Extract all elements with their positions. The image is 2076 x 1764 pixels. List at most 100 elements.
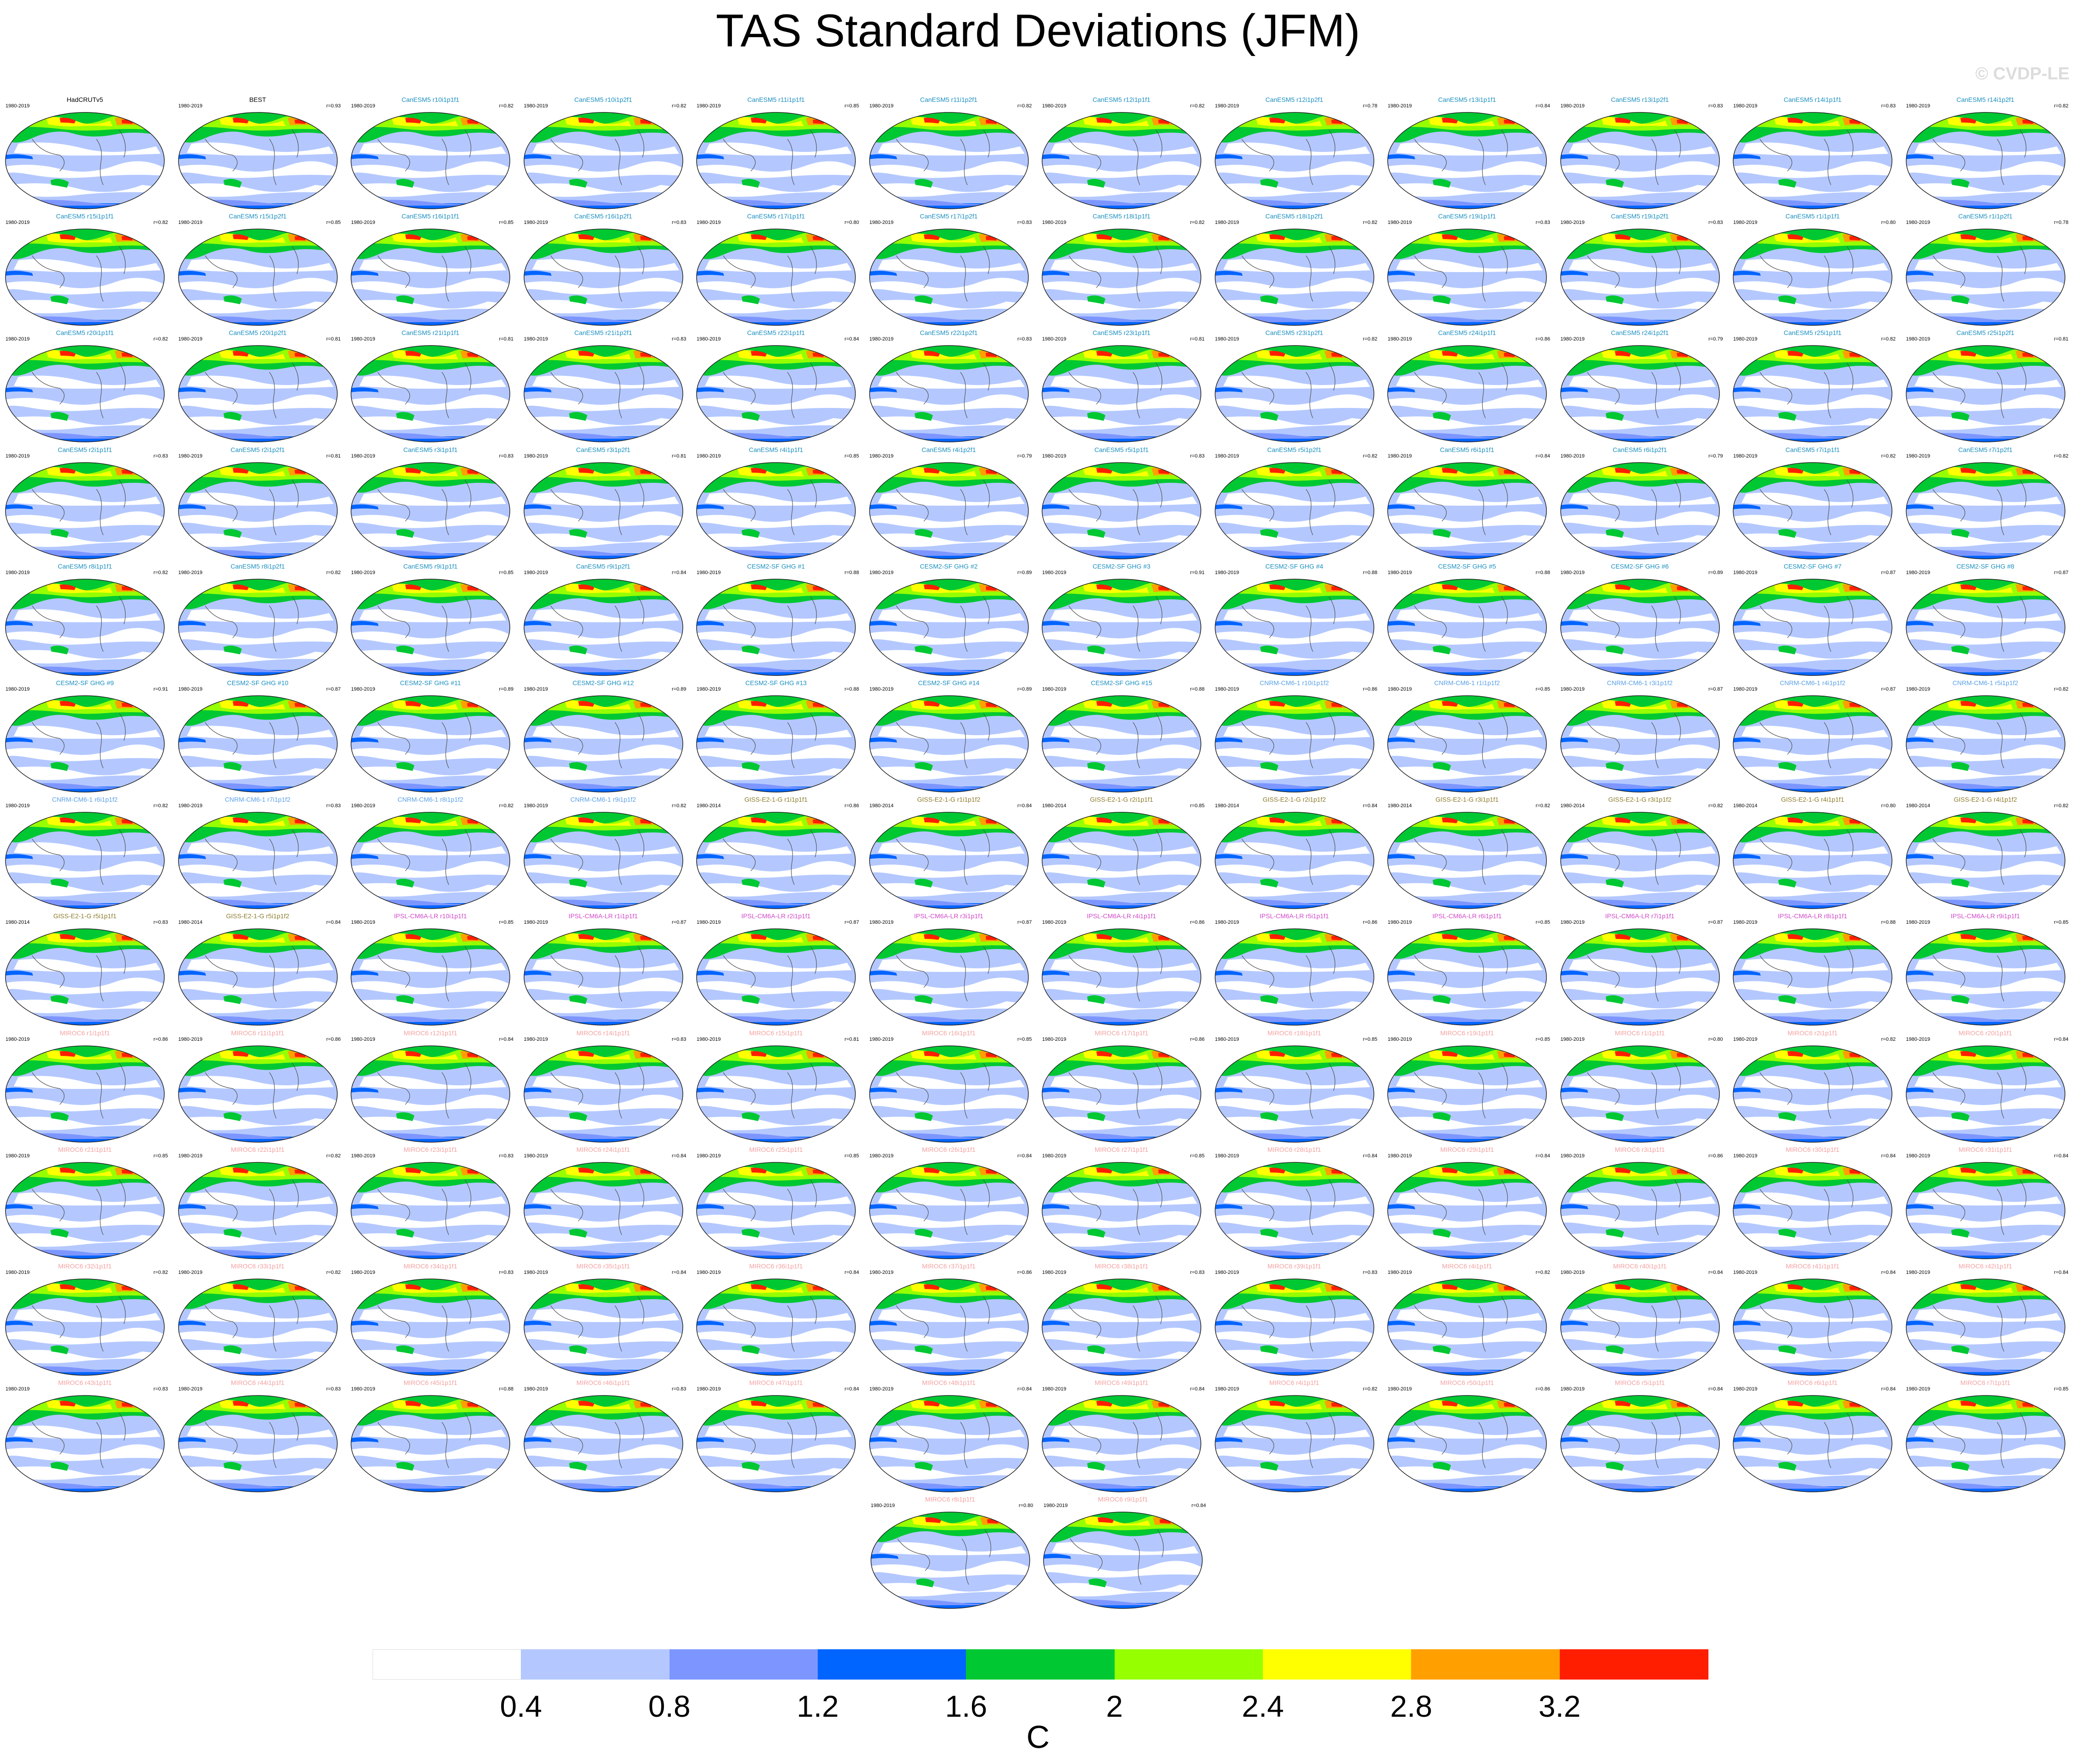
global-map-image [869, 1162, 1029, 1259]
panel-correlation: r=0.82 [326, 569, 341, 575]
map-panel: CESM2-SF GHG #1 1980-2019 r=0.88 [691, 556, 861, 682]
map-panel: IPSL-CM6A-LR r3i1p1f1 1980-2019 r=0.87 [864, 906, 1034, 1032]
panel-correlation: r=0.87 [326, 687, 341, 692]
panel-title: MIROC6 r5i1p1f1 [1615, 1379, 1665, 1387]
panel-correlation: r=0.82 [2054, 687, 2069, 692]
global-map-image [869, 1395, 1029, 1492]
panel-title: CESM2-SF GHG #9 [56, 679, 114, 687]
panel-period: 1980-2019 [1906, 220, 1931, 226]
panel-period: 1980-2019 [697, 220, 721, 226]
map-panel: MIROC6 r23i1p1f1 1980-2019 r=0.83 [346, 1139, 515, 1266]
panel-correlation: r=0.80 [1881, 220, 1896, 226]
colorbar-tick-label: 2.8 [1390, 1689, 1433, 1723]
panel-period: 1980-2019 [1560, 1270, 1585, 1275]
panel-period: 1980-2019 [524, 803, 548, 809]
map-panel: MIROC6 r4i1p1f1 1980-2019 r=0.82 [1382, 1256, 1552, 1382]
panel-period: 1980-2019 [697, 569, 721, 575]
panel-title: IPSL-CM6A-LR r10i1p1f1 [394, 912, 467, 920]
map-panel: MIROC6 r38i1p1f1 1980-2019 r=0.83 [1037, 1256, 1206, 1382]
global-map-image [1214, 345, 1374, 443]
global-map-image [1042, 112, 1201, 209]
map-panel: MIROC6 r33i1p1f1 1980-2019 r=0.82 [173, 1256, 343, 1382]
map-panel: MIROC6 r6i1p1f1 1980-2019 r=0.84 [1728, 1373, 1897, 1499]
panel-correlation: r=0.86 [326, 1036, 341, 1042]
global-map-image [696, 812, 856, 909]
map-panel: CanESM5 r17i1p1f1 1980-2019 r=0.80 [691, 206, 861, 332]
panel-title: CanESM5 r11i1p2f1 [920, 96, 978, 103]
map-panel: MIROC6 r15i1p1f1 1980-2019 r=0.81 [691, 1023, 861, 1149]
global-map-image [1560, 345, 1720, 443]
panel-period: 1980-2019 [1560, 336, 1585, 342]
global-map-image [1905, 579, 2065, 676]
panel-title: MIROC6 r32i1p1f1 [58, 1262, 112, 1270]
panel-correlation: r=0.84 [844, 1386, 859, 1392]
panel-title: CNRM-CM6-1 r6i1p1f2 [52, 796, 118, 804]
map-panel: MIROC6 r37i1p1f1 1980-2019 r=0.86 [864, 1256, 1034, 1382]
map-panel: MIROC6 r25i1p1f1 1980-2019 r=0.85 [691, 1139, 861, 1266]
map-panel: CESM2-SF GHG #10 1980-2019 r=0.87 [173, 673, 343, 799]
map-panel: MIROC6 r36i1p1f1 1980-2019 r=0.84 [691, 1256, 861, 1382]
panel-period: 1980-2019 [6, 803, 30, 809]
map-panel: CanESM5 r24i1p1f1 1980-2019 r=0.86 [1382, 323, 1552, 449]
map-panel: MIROC6 r11i1p1f1 1980-2019 r=0.86 [173, 1023, 343, 1149]
panel-correlation: r=0.82 [499, 103, 514, 109]
map-panel: CanESM5 r1i1p2f1 1980-2019 r=0.78 [1901, 206, 2070, 332]
panel-title: MIROC6 r1i1p1f1 [60, 1029, 110, 1037]
global-map-image [523, 112, 683, 209]
panel-title: MIROC6 r40i1p1f1 [1613, 1262, 1667, 1270]
panel-title: CESM2-SF GHG #15 [1091, 679, 1152, 687]
global-map-image [1387, 462, 1547, 559]
panel-title: MIROC6 r30i1p1f1 [1786, 1145, 1840, 1153]
global-map-image [178, 1162, 338, 1259]
map-panel: CanESM5 r8i1p1f1 1980-2019 r=0.82 [0, 556, 170, 682]
panel-period: 1980-2014 [697, 803, 721, 809]
panel-period: 1980-2019 [524, 1386, 548, 1392]
panel-period: 1980-2019 [1560, 103, 1585, 109]
global-map-image [1387, 1278, 1547, 1376]
panel-correlation: r=0.91 [153, 687, 168, 692]
panel-correlation: r=0.84 [844, 336, 859, 342]
global-map-image [523, 695, 683, 793]
panel-period: 1980-2019 [1215, 336, 1239, 342]
global-map-image [869, 695, 1029, 793]
panel-title: CESM2-SF GHG #2 [920, 562, 978, 570]
figure-title: TAS Standard Deviations (JFM) [715, 5, 1361, 56]
map-panel: MIROC6 r9i1p1f1 1980-2019 r=0.84 [1038, 1489, 1208, 1615]
map-panel: CanESM5 r5i1p1f1 1980-2019 r=0.83 [1037, 440, 1206, 566]
panel-title: CanESM5 r6i1p1f1 [1440, 446, 1495, 453]
panel-title: CanESM5 r20i1p1f1 [56, 329, 114, 337]
map-panel: CanESM5 r11i1p2f1 1980-2019 r=0.82 [864, 89, 1034, 216]
panel-title: CESM2-SF GHG #8 [1956, 562, 2015, 570]
colorbar-units: C [1026, 1719, 1050, 1755]
panel-title: MIROC6 r2i1p1f1 [1787, 1029, 1838, 1037]
map-panel: CanESM5 r1i1p1f1 1980-2019 r=0.80 [1728, 206, 1897, 332]
map-panel: CanESM5 r18i1p2f1 1980-2019 r=0.82 [1210, 206, 1379, 332]
map-panel: CanESM5 r12i1p1f1 1980-2019 r=0.82 [1037, 89, 1206, 216]
panel-correlation: r=0.87 [1881, 569, 1896, 575]
panel-correlation: r=0.82 [672, 103, 686, 109]
global-map-image [1733, 345, 1892, 443]
panel-title: MIROC6 r26i1p1f1 [922, 1145, 976, 1153]
panel-correlation: r=0.81 [1190, 336, 1205, 342]
global-map-image [1905, 345, 2065, 443]
panel-correlation: r=0.80 [1708, 1036, 1723, 1042]
panel-correlation: r=0.85 [844, 103, 859, 109]
panel-title: CanESM5 r7i1p1f1 [1785, 446, 1840, 453]
panel-correlation: r=0.84 [1708, 1386, 1723, 1392]
panel-correlation: r=0.82 [1190, 103, 1205, 109]
panel-title: CESM2-SF GHG #6 [1611, 562, 1669, 570]
panel-correlation: r=0.85 [326, 220, 341, 226]
panel-title: MIROC6 r1i1p1f1 [1615, 1029, 1665, 1037]
panel-period: 1980-2019 [869, 453, 894, 459]
panel-correlation: r=0.83 [1363, 1270, 1378, 1275]
panel-period: 1980-2019 [1388, 336, 1412, 342]
panel-title: MIROC6 r6i1p1f1 [1787, 1379, 1838, 1387]
panel-title: MIROC6 r18i1p1f1 [1267, 1029, 1321, 1037]
global-map-image [696, 928, 856, 1026]
panel-period: 1980-2019 [178, 103, 203, 109]
global-map-image [1387, 579, 1547, 676]
panel-title: CNRM-CM6-1 r8i1p1f2 [397, 796, 463, 804]
map-panel: MIROC6 r1i1p1f1 1980-2019 r=0.86 [0, 1023, 170, 1149]
map-panel: CanESM5 r8i1p2f1 1980-2019 r=0.82 [173, 556, 343, 682]
panel-title: CanESM5 r16i1p1f1 [401, 212, 460, 220]
